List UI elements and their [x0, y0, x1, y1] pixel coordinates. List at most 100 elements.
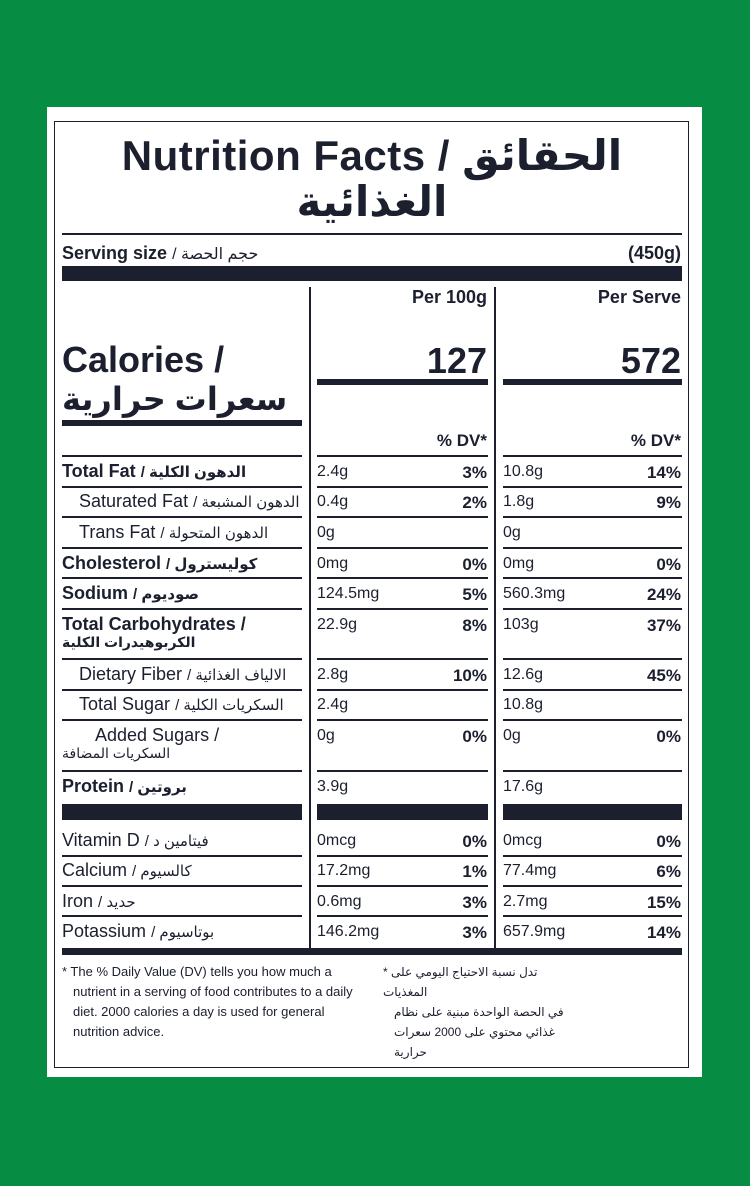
value-per-100g: 146.2mg [317, 923, 380, 940]
row-divider [503, 516, 682, 518]
row-divider [317, 608, 488, 610]
footnote-en: * The % Daily Value (DV) tells you how m… [62, 962, 372, 1042]
nutrient-label-en: Total Carbohydrates / [62, 614, 246, 634]
nutrient-label-en: Protein [62, 776, 125, 796]
row-divider [317, 915, 488, 917]
value-per-100g: 0g [317, 524, 335, 541]
calories-rule-col2 [503, 379, 682, 385]
nutrient-label: Added Sugars / السكريات المضافة [62, 725, 330, 761]
dv-per-serve: 24% [646, 585, 681, 604]
row-divider [317, 770, 488, 772]
row-divider [503, 577, 682, 579]
footnote-ar: * تدل نسبة الاحتياج اليومي على المغذيات … [383, 962, 583, 1062]
row-divider [317, 885, 488, 887]
title-line-1: Nutrition Facts / الحقائق [121, 132, 623, 179]
row-divider [503, 719, 682, 721]
vitamins-bar-label [62, 804, 302, 820]
dv-per-100g: 10% [452, 666, 487, 685]
row-divider [317, 689, 488, 691]
nutrient-label-ar: / بوتاسيوم [151, 924, 215, 941]
serving-size-value: (450g) [627, 243, 681, 263]
dv-header-col1: % DV* [436, 431, 487, 450]
value-per-100g: 0.4g [317, 493, 349, 510]
nutrition-panel [54, 121, 689, 1068]
row-divider [317, 547, 488, 549]
nutrient-label-ar: / الدهون الكلية [140, 464, 247, 481]
value-per-serve: 103g [503, 616, 539, 633]
value-per-serve: 10.8g [503, 696, 544, 713]
row-divider [62, 577, 302, 579]
value-per-100g: 0mcg [317, 832, 357, 849]
nutrient-label: Sodium / صوديوم [62, 583, 297, 605]
nutrient-label-ar: / كوليسترول [166, 556, 258, 573]
value-per-100g: 22.9g [317, 616, 358, 633]
row-divider [503, 455, 682, 457]
value-per-100g: 0mg [317, 555, 349, 572]
value-per-serve: 10.8g [503, 463, 544, 480]
dv-per-100g: 3% [462, 463, 487, 482]
value-per-serve: 1.8g [503, 493, 535, 510]
nutrient-label-en: Calcium [62, 860, 128, 880]
per-100g-header: Per 100g [411, 287, 487, 307]
footnote-en-line: nutrient in a serving of food contribute… [73, 984, 353, 999]
nutrient-label-ar: / الدهون المتحولة [160, 525, 269, 542]
value-per-100g: 0g [317, 727, 335, 744]
nutrient-label-en: Dietary Fiber [79, 664, 183, 684]
nutrient-label-en: Added Sugars / [95, 725, 220, 745]
column-divider-1 [309, 287, 311, 950]
nutrient-label-ar: / الالياف الغذائية [187, 667, 287, 684]
dv-per-100g: 3% [462, 923, 487, 942]
row-divider [62, 658, 302, 660]
calories-label: Calories / [62, 339, 225, 380]
nutrient-label-en: Total Sugar [79, 694, 171, 714]
value-per-serve: 657.9mg [503, 923, 566, 940]
dv-per-100g: 1% [462, 862, 487, 881]
footnote-ar-line: غذائي محتوي على 2000 سعرات [394, 1025, 555, 1039]
calories-label-ar: سعرات حرارية [62, 381, 288, 417]
row-divider [503, 689, 682, 691]
nutrient-label: Total Sugar / السكريات الكلية [79, 694, 314, 716]
per-serve-header: Per Serve [597, 287, 681, 307]
nutrient-label-en: Trans Fat [79, 522, 156, 542]
value-per-100g: 2.8g [317, 666, 349, 683]
nutrient-label-en: Potassium [62, 921, 147, 941]
nutrient-label-ar: / كالسيوم [132, 863, 192, 880]
dv-per-100g: 5% [462, 585, 487, 604]
nutrient-label-en: Vitamin D [62, 830, 140, 850]
row-divider [62, 915, 302, 917]
nutrient-label: Potassium / بوتاسيوم [62, 921, 297, 943]
dv-per-serve: 14% [646, 463, 681, 482]
nutrient-label: Cholesterol / كوليسترول [62, 553, 297, 575]
row-divider [62, 455, 302, 457]
row-divider [62, 608, 302, 610]
dv-per-100g: 8% [462, 616, 487, 635]
value-per-100g: 17.2mg [317, 862, 371, 879]
row-divider [317, 455, 488, 457]
nutrient-label: Total Fat / الدهون الكلية [62, 461, 297, 483]
value-per-100g: 3.9g [317, 778, 349, 795]
dv-per-100g: 0% [462, 555, 487, 574]
value-per-100g: 0.6mg [317, 893, 362, 910]
row-divider [317, 486, 488, 488]
row-divider [317, 577, 488, 579]
nutrient-label: Vitamin D / فيتامين د [62, 830, 297, 852]
row-divider [503, 658, 682, 660]
footnote-ar-line: * تدل نسبة الاحتياج اليومي على المغذيات [383, 965, 538, 999]
serving-size-en: Serving size [62, 243, 168, 263]
nutrient-label-en: Iron [62, 891, 94, 911]
row-divider [317, 658, 488, 660]
nutrient-label-ar: / فيتامين د [144, 833, 209, 850]
value-per-serve: 17.6g [503, 778, 544, 795]
nutrient-label: Protein / بروتين [62, 776, 297, 798]
footnote-en-line: nutrition advice. [73, 1024, 165, 1039]
row-divider [503, 608, 682, 610]
nutrient-label-en: Saturated Fat [79, 491, 189, 511]
row-divider [503, 855, 682, 857]
calories-rule-label [62, 420, 302, 426]
serving-thick-bar [62, 266, 682, 281]
bottom-thick-rule [62, 948, 682, 955]
value-per-serve: 0g [503, 727, 521, 744]
value-per-serve: 560.3mg [503, 585, 566, 602]
row-divider [503, 770, 682, 772]
dv-per-serve: 0% [656, 832, 681, 851]
